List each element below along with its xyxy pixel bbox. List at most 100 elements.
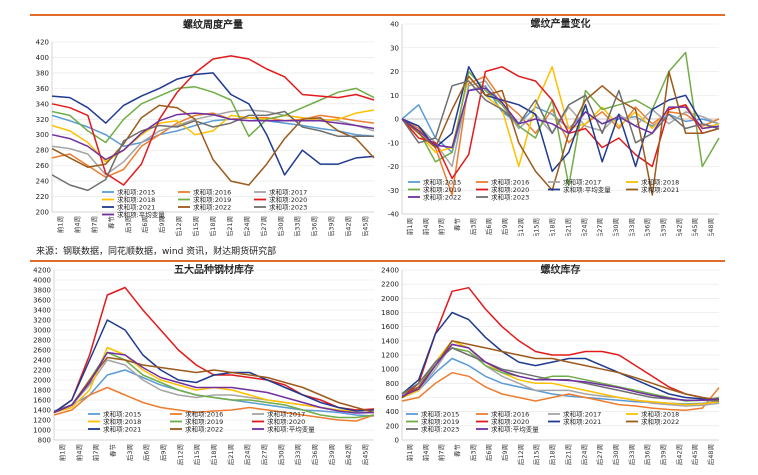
series-line-2016 <box>401 371 720 412</box>
x-tick-label: 后9周 <box>500 444 509 461</box>
x-tick-label: 后39周 <box>659 218 668 236</box>
x-tick-label: 前1周 <box>405 218 414 235</box>
rebar-inventory-chart: 螺纹库存 0 200 400 600 800 1000 1200 1400 1600 1800 200… <box>380 260 725 465</box>
x-tick-label: 后33周 <box>627 444 636 465</box>
x-tick-label: 后45周 <box>690 218 699 236</box>
x-tick-label: 后45周 <box>690 444 699 465</box>
y-tick-label: 1600 <box>381 323 399 331</box>
y-tick-label: 800 <box>386 380 399 388</box>
legend-label: 求和项:2021 <box>641 185 679 194</box>
x-tick-label: 后36周 <box>643 444 652 465</box>
x-tick-label: 后15周 <box>532 444 541 465</box>
x-tick-label: 前4周 <box>421 218 430 235</box>
x-tick-label: 后42周 <box>674 444 683 465</box>
y-tick-label: 2800 <box>33 337 51 345</box>
y-tick-label: 1000 <box>381 366 399 374</box>
series-line-2022 <box>401 340 720 402</box>
x-tick-label: 后15周 <box>192 444 201 465</box>
y-tick-label: 2600 <box>33 347 51 355</box>
y-tick-label: 2000 <box>381 295 399 303</box>
series-line-2016 <box>401 75 720 196</box>
legend-label: 求和项:2022 <box>185 424 223 433</box>
x-tick-label: 后9周 <box>157 216 166 233</box>
y-tick-label: 1600 <box>33 397 51 405</box>
series-line-2016 <box>51 112 375 178</box>
five-steel-inventory-chart: 五大品种钢材库存 800 1000 1200 1400 1600 1800 2000 2200 2… <box>30 260 380 465</box>
y-tick-label: 800 <box>38 437 51 445</box>
x-tick-label: 后3周 <box>468 218 477 235</box>
x-tick-label: 后9周 <box>500 218 509 235</box>
x-tick-label: 后48周 <box>706 444 715 465</box>
x-tick-label: 前4周 <box>421 444 430 461</box>
legend-label: 求和项:平均变量 <box>267 424 315 433</box>
x-tick-label: 后24周 <box>243 444 252 465</box>
y-tick-label: 3000 <box>33 327 51 335</box>
x-tick-label: 后42周 <box>674 218 683 236</box>
y-tick-label: 340 <box>36 100 49 108</box>
legend-label: 求和项:2015 <box>117 187 155 196</box>
series-line-2020 <box>401 286 720 402</box>
legend-label: 求和项:2018 <box>117 195 155 204</box>
y-tick-label: -40 <box>388 211 399 219</box>
series-line-2015 <box>401 357 720 405</box>
y-tick-label: 2400 <box>33 357 51 365</box>
series-line-2023 <box>401 80 720 144</box>
y-tick-label: 300 <box>36 131 49 139</box>
series-line-2015 <box>51 114 375 148</box>
x-tick-label: 后6周 <box>140 216 149 233</box>
legend-label: 求和项:平均变量 <box>117 210 165 219</box>
x-tick-label: 后3周 <box>123 216 132 233</box>
x-tick-label: 后6周 <box>484 218 493 235</box>
x-tick-label: 后30周 <box>611 218 620 236</box>
legend-label: 求和项:2015 <box>421 409 459 418</box>
x-tick-label: 后27周 <box>595 218 604 236</box>
y-tick-label: -10 <box>388 139 399 147</box>
legend-label: 求和项:2021 <box>103 424 141 433</box>
x-tick-label: 后6周 <box>484 444 493 461</box>
legend-label: 求和项:2016 <box>491 409 529 418</box>
legend-label: 求和项:2019 <box>193 195 231 204</box>
x-tick-label: 后24周 <box>579 218 588 236</box>
chart-panel-rebar-weekly-output: 螺纹周度产量 200 220 240 260 280 300 320 340 360 380 400 4… <box>30 14 380 236</box>
y-tick-label: 1000 <box>33 427 51 435</box>
y-tick-label: 3800 <box>33 287 51 295</box>
y-tick-label: 0 <box>395 437 399 445</box>
x-tick-label: 后27周 <box>259 216 268 236</box>
x-tick-label: 后42周 <box>344 216 353 236</box>
y-tick-label: 280 <box>36 147 49 155</box>
legend: 求和项:2015 求和项:2016 求和项:2017 求和项:2018 求和项:2019… <box>88 409 315 433</box>
y-tick-label: 0 <box>395 116 399 124</box>
legend-label: 求和项:2019 <box>421 417 459 426</box>
x-tick-label: 后36周 <box>310 444 319 465</box>
x-tick-label: 后18周 <box>548 218 557 236</box>
y-tick-label: 3600 <box>33 297 51 305</box>
series-line-2019 <box>51 86 375 144</box>
series-line-2022 <box>51 104 375 186</box>
legend-label: 求和项:2023 <box>421 424 459 433</box>
x-tick-label: 后18周 <box>548 444 557 465</box>
series-line-2022 <box>53 356 375 414</box>
y-tick-label: 600 <box>386 394 399 402</box>
legend-label: 求和项:2023 <box>269 202 307 211</box>
x-tick-label: 后18周 <box>208 216 217 236</box>
legend-label: 求和项:2022 <box>193 202 231 211</box>
x-tick-label: 后15周 <box>191 216 200 236</box>
series-line-2021 <box>53 319 375 414</box>
y-tick-label: -30 <box>388 187 399 195</box>
x-tick-label: 前1周 <box>57 444 66 461</box>
x-tick-label: 后21周 <box>563 444 572 465</box>
series-line-2022 <box>401 70 720 196</box>
chart-panel-rebar-output-change: 螺纹产量变化 -40 -30 -20 -10 0 10 20 30 40 前1周 前4周 前7周 春节 后3… <box>380 14 725 236</box>
legend-label: 求和项:2020 <box>267 417 305 426</box>
x-tick-label: 后21周 <box>225 216 234 236</box>
y-tick-label: 220 <box>36 193 49 201</box>
x-tick-label: 春节 <box>452 444 461 458</box>
x-tick-label: 前7周 <box>89 216 98 233</box>
x-tick-label: 后45周 <box>361 216 370 236</box>
x-tick-label: 春节 <box>452 218 461 232</box>
series-line-2021 <box>401 311 720 402</box>
x-tick-label: 后42周 <box>344 444 353 465</box>
y-tick-label: 30 <box>390 44 399 52</box>
legend-label: 求和项:2019 <box>185 417 223 426</box>
legend: 求和项:2015 求和项:2016 求和项:2017 求和项:2018 求和项:2019… <box>406 409 679 433</box>
